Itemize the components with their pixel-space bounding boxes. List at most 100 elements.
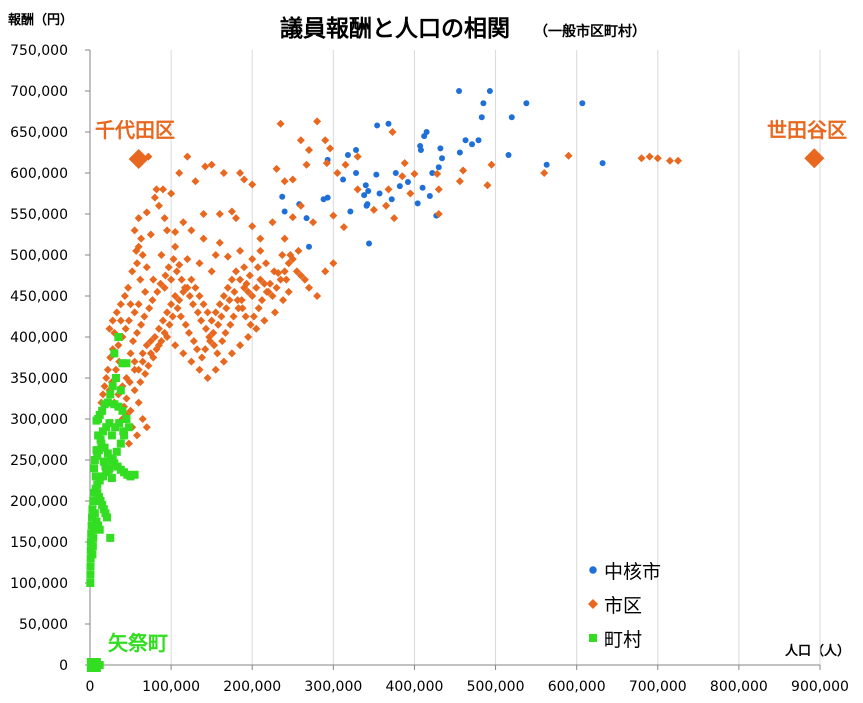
x-tick-label: 200,000 [223, 679, 281, 695]
data-point [124, 439, 133, 448]
data-point [89, 497, 98, 505]
data-point [213, 349, 222, 358]
data-point [543, 161, 550, 168]
data-point [189, 337, 198, 346]
y-tick-label: 600,000 [10, 166, 68, 182]
data-point [98, 390, 107, 399]
data-point [150, 333, 159, 341]
chart-title: 議員報酬と人口の相関 [280, 15, 510, 42]
data-point [167, 300, 176, 309]
data-point [152, 345, 161, 354]
data-point [106, 390, 115, 399]
data-point [223, 252, 232, 261]
data-point [268, 292, 277, 300]
data-point [92, 517, 101, 526]
data-point [134, 214, 143, 223]
data-point [201, 162, 210, 171]
data-point [157, 337, 166, 346]
y-tick-label: 350,000 [10, 371, 68, 387]
data-point [246, 320, 255, 329]
data-point [116, 316, 125, 325]
data-point [99, 505, 108, 514]
data-point [134, 398, 143, 407]
data-point [266, 279, 275, 288]
data-point [236, 169, 245, 177]
data-point [278, 251, 287, 259]
data-point [119, 427, 128, 436]
data-point [107, 454, 116, 463]
data-point [276, 275, 285, 284]
data-point [292, 267, 301, 276]
data-point [223, 283, 232, 292]
x-tick-label: 900,000 [791, 679, 849, 695]
annotation-label: 矢祭町 [108, 631, 168, 655]
data-point [111, 423, 120, 432]
data-point [164, 263, 173, 272]
data-point [93, 480, 102, 489]
data-point [462, 137, 469, 144]
data-point [112, 447, 121, 456]
data-point [281, 208, 288, 215]
data-point [217, 312, 226, 321]
data-point [384, 185, 393, 194]
data-point [199, 210, 208, 218]
data-point [183, 255, 192, 264]
data-point [262, 287, 271, 296]
data-point [124, 423, 133, 432]
data-point [88, 550, 97, 559]
data-point [321, 136, 330, 145]
data-point [540, 169, 549, 177]
data-point [179, 218, 188, 227]
data-point [229, 312, 238, 321]
y-tick-label: 700,000 [10, 84, 68, 100]
data-point [116, 386, 125, 395]
data-point [152, 185, 161, 194]
data-point [363, 202, 370, 209]
data-point [199, 234, 208, 243]
data-point [302, 160, 311, 169]
y-tick-label: 450,000 [10, 289, 68, 305]
data-point [126, 472, 135, 481]
data-point [215, 210, 224, 218]
x-tick-label: 600,000 [548, 679, 606, 695]
data-point [388, 196, 395, 203]
data-point [280, 177, 289, 186]
data-point [245, 271, 254, 280]
data-point [366, 240, 373, 247]
data-point [487, 160, 496, 169]
data-point [435, 164, 442, 171]
data-point [102, 374, 111, 382]
data-point [232, 267, 240, 276]
data-point [138, 357, 147, 366]
data-point [114, 333, 123, 341]
data-point [163, 308, 172, 317]
data-point [286, 251, 295, 259]
legend-label: 市区 [604, 595, 642, 617]
data-point [211, 251, 220, 259]
data-point [344, 151, 351, 158]
data-point [96, 435, 105, 444]
data-point [187, 226, 196, 235]
data-point [483, 181, 492, 190]
data-point [254, 304, 263, 313]
data-point [475, 137, 482, 144]
data-point [374, 122, 381, 129]
data-point [175, 260, 184, 269]
data-point [417, 147, 424, 154]
data-point [262, 259, 271, 268]
data-point [329, 259, 338, 268]
data-point [260, 279, 269, 288]
data-point [218, 337, 227, 346]
data-point [253, 263, 262, 272]
data-point [248, 222, 257, 231]
data-point [171, 242, 180, 251]
data-point [86, 546, 95, 555]
data-point [102, 423, 111, 432]
data-point [225, 296, 234, 305]
data-point [93, 451, 102, 460]
data-point [579, 100, 586, 107]
y-tick-label: 50,000 [19, 617, 68, 633]
data-point [227, 275, 236, 284]
data-point [105, 419, 114, 428]
data-point [406, 189, 415, 198]
